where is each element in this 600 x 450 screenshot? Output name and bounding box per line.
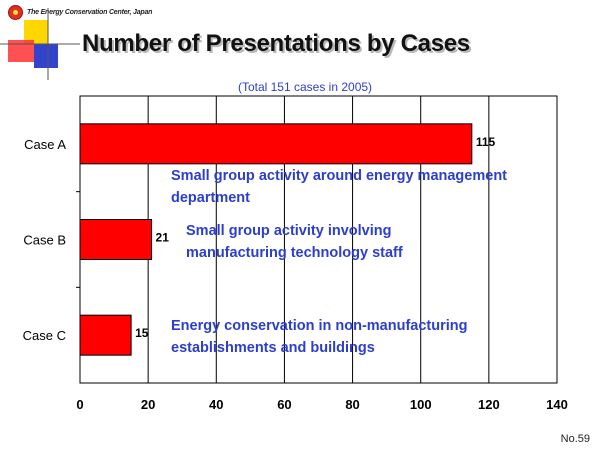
x-tick-label: 20 [141,397,155,412]
category-label: Case B [23,233,66,248]
value-label: 15 [135,326,149,340]
annotation-case-b-line-2: manufacturing technology staff [186,245,403,261]
page-title: Number of Presentations by Cases [82,30,470,57]
annotation-case-c-line-1: Energy conservation in non-manufacturing [171,318,468,334]
bar-case-a [79,123,473,165]
annotation-case-c: Energy conservation in non-manufacturing… [171,315,467,359]
x-tick-label: 140 [546,397,568,412]
x-tick-label: 100 [410,397,432,412]
annotation-case-a-line-1: Small group activity around energy manag… [171,168,507,184]
deco-red-square [8,40,34,62]
annotation-case-b-line-1: Small group activity involving [186,223,392,239]
x-tick-label: 80 [345,397,359,412]
annotation-case-a: Small group activity around energy manag… [171,165,507,209]
x-tick-label: 120 [478,397,500,412]
value-label: 21 [156,231,170,245]
decorative-squares [0,8,80,80]
annotation-case-c-line-2: establishments and buildings [171,340,375,356]
slide-number: No.59 [560,433,590,445]
bar-case-b [79,219,153,260]
category-label: Case A [24,137,66,152]
category-label: Case C [23,328,66,343]
org-name: The Energy Conservation Center, Japan [27,8,153,16]
value-label: 115 [476,135,496,149]
annotation-case-b: Small group activity involving manufactu… [186,220,403,264]
x-tick-label: 0 [76,397,83,412]
chart-subtitle: (Total 151 cases in 2005) [237,80,373,94]
annotation-case-a-line-2: department [171,190,250,206]
org-header: The Energy Conservation Center, Japan [8,4,153,20]
org-logo-icon [8,4,23,20]
x-tick-label: 40 [209,397,223,412]
x-tick-label: 60 [277,397,291,412]
bar-case-c [79,314,132,356]
deco-blue-square [34,44,58,68]
